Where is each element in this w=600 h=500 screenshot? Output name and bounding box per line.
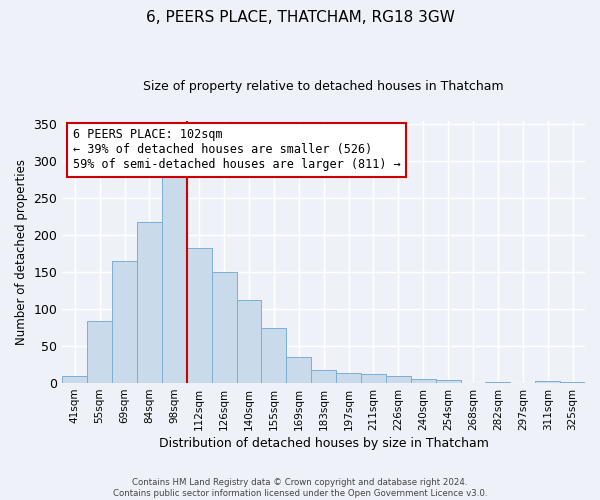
Title: Size of property relative to detached houses in Thatcham: Size of property relative to detached ho… bbox=[143, 80, 504, 93]
Text: Contains HM Land Registry data © Crown copyright and database right 2024.
Contai: Contains HM Land Registry data © Crown c… bbox=[113, 478, 487, 498]
Bar bbox=[386, 376, 411, 383]
Bar bbox=[137, 222, 162, 383]
Bar bbox=[236, 300, 262, 383]
Bar bbox=[112, 261, 137, 383]
Bar bbox=[485, 382, 511, 383]
Bar bbox=[560, 382, 585, 383]
X-axis label: Distribution of detached houses by size in Thatcham: Distribution of detached houses by size … bbox=[159, 437, 488, 450]
Bar bbox=[311, 370, 336, 383]
Bar bbox=[87, 321, 112, 383]
Bar bbox=[187, 248, 212, 383]
Bar bbox=[336, 374, 361, 383]
Bar bbox=[286, 357, 311, 383]
Bar bbox=[212, 272, 236, 383]
Text: 6, PEERS PLACE, THATCHAM, RG18 3GW: 6, PEERS PLACE, THATCHAM, RG18 3GW bbox=[146, 10, 454, 25]
Bar bbox=[436, 380, 461, 383]
Text: 6 PEERS PLACE: 102sqm
← 39% of detached houses are smaller (526)
59% of semi-det: 6 PEERS PLACE: 102sqm ← 39% of detached … bbox=[73, 128, 400, 172]
Bar bbox=[262, 328, 286, 383]
Y-axis label: Number of detached properties: Number of detached properties bbox=[15, 159, 28, 345]
Bar bbox=[62, 376, 87, 383]
Bar bbox=[162, 170, 187, 383]
Bar bbox=[411, 380, 436, 383]
Bar bbox=[535, 381, 560, 383]
Bar bbox=[361, 374, 386, 383]
